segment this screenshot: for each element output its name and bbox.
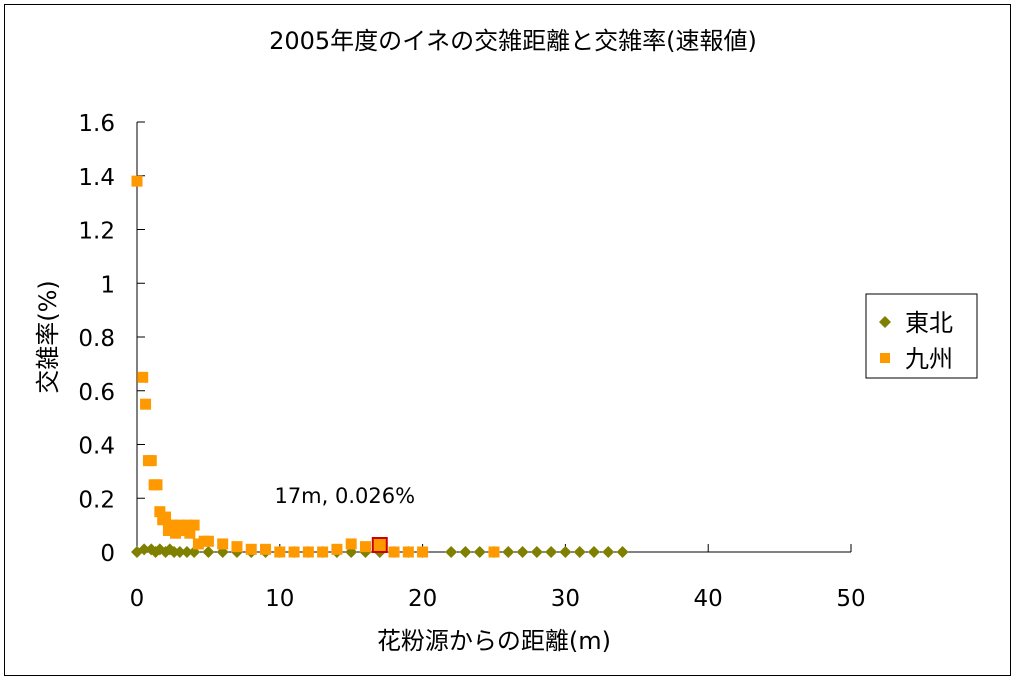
data-point	[302, 546, 314, 558]
x-tick-label: 0	[130, 586, 145, 612]
data-point	[180, 546, 193, 558]
data-point	[131, 175, 143, 187]
data-point	[245, 543, 257, 555]
data-point	[331, 543, 343, 555]
data-point	[188, 519, 200, 531]
data-point	[170, 527, 182, 539]
data-point	[402, 546, 414, 558]
data-point	[202, 535, 214, 547]
legend-marker	[880, 353, 890, 363]
x-tick-label: 20	[408, 586, 437, 612]
y-tick-label: 1.2	[78, 219, 115, 245]
data-point	[137, 371, 149, 383]
data-point	[151, 479, 163, 491]
y-axis-label: 交雑率(%)	[34, 280, 62, 394]
legend-label: 東北	[905, 309, 953, 337]
data-point	[345, 538, 357, 550]
chart-title: 2005年度のイネの交雑距離と交雑率(速報値)	[269, 27, 757, 55]
data-point	[167, 519, 179, 531]
data-point	[587, 546, 600, 558]
data-point	[192, 538, 204, 550]
data-point	[317, 546, 329, 558]
x-axis-label: 花粉源からの距離(m)	[377, 627, 611, 655]
y-tick-label: 1.4	[78, 165, 115, 191]
annotation-label: 17m, 0.026%	[274, 484, 415, 508]
data-point	[160, 511, 172, 523]
data-point	[459, 546, 472, 558]
data-point	[473, 546, 486, 558]
x-tick-label: 30	[551, 586, 580, 612]
plot-area: 0 0.2 0.4 0.6 0.8 1 1.2 1.4 1.6 0 10 20 30 40 50 17m, 0…	[78, 111, 865, 612]
data-point	[616, 546, 629, 558]
data-point	[602, 546, 615, 558]
data-point	[573, 546, 586, 558]
y-tick-label: 0.8	[78, 326, 115, 352]
y-tick-label: 0.2	[78, 487, 115, 513]
data-point	[181, 519, 193, 531]
x-tick-label: 50	[836, 586, 865, 612]
data-point	[288, 546, 300, 558]
data-point	[559, 546, 572, 558]
y-tick-label: 0.4	[78, 434, 115, 460]
data-point	[145, 455, 157, 467]
data-point	[140, 398, 152, 410]
x-tick-label: 40	[694, 586, 723, 612]
y-tick-label: 0	[100, 541, 115, 567]
data-point	[202, 546, 215, 558]
data-point	[516, 546, 529, 558]
data-point	[388, 546, 400, 558]
legend-box	[865, 293, 978, 379]
data-point	[173, 546, 186, 558]
chart-frame	[4, 4, 1011, 676]
data-point	[184, 527, 196, 539]
data-point	[445, 546, 458, 558]
data-point	[545, 546, 558, 558]
data-point	[217, 538, 229, 550]
data-point	[274, 546, 286, 558]
data-point	[417, 546, 429, 558]
y-tick-label: 0.6	[78, 380, 115, 406]
highlighted-point	[371, 537, 388, 554]
y-tick-label: 1.6	[78, 111, 115, 137]
data-point	[154, 506, 166, 518]
legend-marker	[879, 316, 891, 328]
data-point	[502, 546, 515, 558]
data-point	[530, 546, 543, 558]
data-point	[138, 543, 151, 556]
legend-label: 九州	[905, 345, 953, 373]
data-point	[260, 543, 272, 555]
x-tick-label: 10	[265, 586, 294, 612]
data-point	[488, 546, 500, 558]
y-tick-label: 1	[100, 272, 115, 298]
data-point	[231, 541, 243, 553]
data-point	[359, 541, 371, 553]
